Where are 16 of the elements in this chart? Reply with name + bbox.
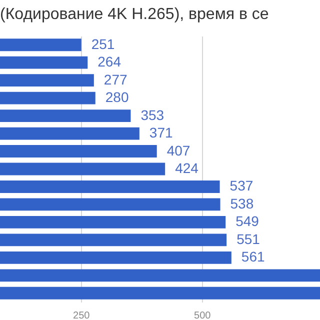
data-label: 353 <box>140 106 164 123</box>
data-label: 538 <box>230 195 254 212</box>
chart-title: (Кодирование 4K H.265), время в се <box>0 6 269 23</box>
x-tick-label: 250 <box>73 310 90 320</box>
data-label: 371 <box>149 124 173 141</box>
data-label: 277 <box>104 71 128 88</box>
x-tick-label: 500 <box>194 310 212 320</box>
data-label: 551 <box>236 230 260 247</box>
data-label: 424 <box>175 160 199 176</box>
data-label: 537 <box>230 178 254 194</box>
data-label: 251 <box>91 36 115 52</box>
data-label: 407 <box>166 142 190 158</box>
data-label: 561 <box>241 248 265 265</box>
data-label: 280 <box>105 89 129 106</box>
data-label: 264 <box>98 54 122 70</box>
data-label: 549 <box>236 213 260 230</box>
